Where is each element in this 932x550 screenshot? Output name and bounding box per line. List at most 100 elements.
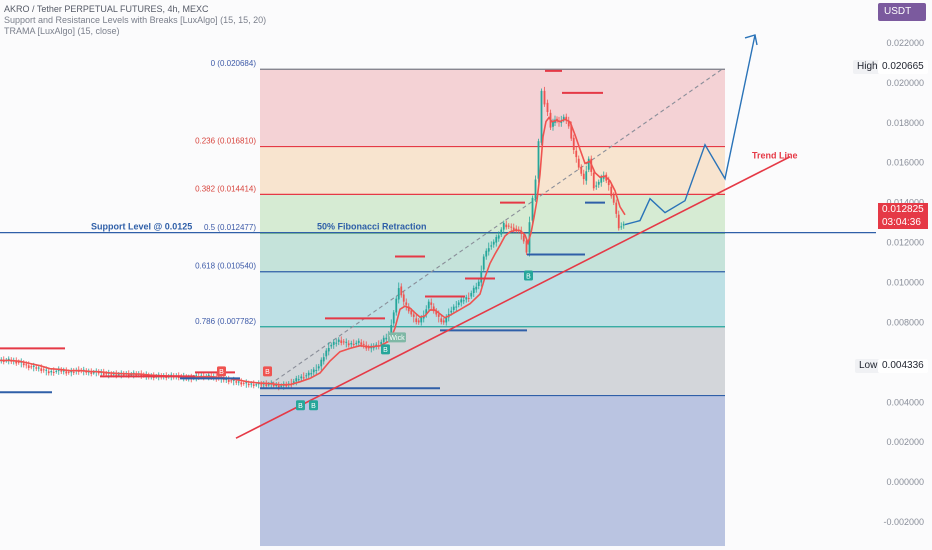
badge-text: Wick bbox=[389, 335, 405, 342]
candle-body bbox=[312, 369, 315, 373]
candle-body bbox=[117, 374, 120, 376]
candle-body bbox=[367, 346, 370, 349]
candle-body bbox=[556, 118, 558, 121]
candle-body bbox=[252, 384, 255, 386]
fib-50-label: 50% Fibonacci Retraction bbox=[317, 222, 427, 232]
candle-body bbox=[22, 363, 25, 366]
candle-body bbox=[275, 385, 278, 387]
fib-diagonal bbox=[269, 68, 723, 385]
candle-body bbox=[575, 150, 578, 158]
candle-body bbox=[37, 367, 40, 369]
candle-body bbox=[507, 225, 510, 227]
badge-bg bbox=[217, 366, 226, 377]
candle-body bbox=[222, 378, 225, 381]
candle-body bbox=[492, 241, 495, 245]
break-bearish-marker: B bbox=[217, 366, 226, 377]
candle-body bbox=[47, 371, 50, 374]
candle-body bbox=[317, 366, 320, 369]
candle-body bbox=[531, 197, 534, 221]
currency-button[interactable]: USDT bbox=[878, 3, 926, 21]
candle-body bbox=[72, 371, 75, 373]
candle-body bbox=[410, 310, 413, 315]
badge-bg bbox=[524, 270, 533, 281]
price-tick-label: 0.020000 bbox=[886, 78, 924, 88]
break-bullish-marker: B bbox=[524, 270, 533, 281]
candle-body bbox=[232, 379, 235, 381]
candle-body bbox=[332, 341, 335, 345]
candle-body bbox=[355, 342, 358, 344]
bar-countdown: 03:04:36 bbox=[882, 217, 921, 228]
candle-body bbox=[302, 377, 305, 379]
candle-body bbox=[546, 102, 549, 113]
candle-body bbox=[330, 344, 333, 347]
candle-body bbox=[237, 381, 240, 383]
price-tick-label: 0.002000 bbox=[886, 437, 924, 447]
candle-body bbox=[135, 374, 138, 376]
candle-body bbox=[597, 181, 600, 185]
break-bullish-marker: B bbox=[381, 344, 390, 355]
candle-body bbox=[587, 158, 590, 170]
candle-body bbox=[417, 320, 420, 323]
candle-body bbox=[300, 376, 303, 379]
candle-body bbox=[357, 340, 360, 343]
candle-body bbox=[612, 194, 615, 203]
fib-zone-1 bbox=[260, 395, 725, 547]
candle-body bbox=[30, 366, 33, 368]
candle-body bbox=[32, 365, 35, 367]
badge-text: B bbox=[219, 369, 224, 376]
candle-body bbox=[35, 367, 38, 369]
candle-body bbox=[487, 248, 490, 252]
candle-body bbox=[537, 141, 540, 179]
break-bullish-marker: B bbox=[296, 400, 305, 411]
badge-text: B bbox=[383, 347, 388, 354]
candle-body bbox=[610, 186, 613, 197]
candle-body bbox=[620, 226, 623, 228]
support-level-label: Support Level @ 0.0125 bbox=[91, 222, 192, 232]
candle-body bbox=[470, 292, 473, 297]
candle-body bbox=[510, 226, 513, 228]
candle-body bbox=[322, 357, 325, 362]
candle-body bbox=[340, 340, 343, 343]
candle-body bbox=[427, 301, 430, 309]
trama-line bbox=[0, 116, 626, 386]
candle-body bbox=[90, 372, 93, 374]
fib-label-0.5: 0.5 (0.012477) bbox=[204, 223, 256, 232]
candle-body bbox=[102, 372, 105, 375]
candle-body bbox=[27, 365, 30, 368]
candle-body bbox=[490, 245, 493, 247]
drawing-overlays: Trend Line Support Level @ 0.0125 50% Fibo… bbox=[91, 34, 798, 439]
badge-text: B bbox=[311, 403, 316, 410]
candle-body bbox=[405, 302, 408, 305]
candle-body bbox=[402, 294, 405, 302]
candle-body bbox=[272, 384, 275, 387]
badge-text: B bbox=[526, 273, 531, 280]
trend-line-label: Trend Line bbox=[752, 151, 798, 161]
candle-body bbox=[515, 228, 518, 231]
candle-body bbox=[7, 358, 10, 361]
candle-body bbox=[112, 373, 115, 375]
candle-body bbox=[245, 382, 248, 384]
candle-body bbox=[480, 271, 483, 283]
support-resistance-levels bbox=[0, 69, 605, 394]
candle-body bbox=[397, 288, 400, 300]
candle-body bbox=[600, 177, 603, 183]
candle-body bbox=[52, 371, 55, 373]
candle-body bbox=[440, 318, 443, 323]
candle-body bbox=[512, 227, 515, 231]
candle-body bbox=[295, 378, 298, 382]
candle-body bbox=[617, 214, 620, 229]
candle-body bbox=[460, 299, 463, 303]
candle-body bbox=[235, 381, 238, 383]
candle-body bbox=[552, 121, 554, 127]
fib-zone-0.236 bbox=[260, 146, 725, 195]
candle-body bbox=[335, 342, 338, 344]
candle-body bbox=[407, 306, 410, 312]
candle-body bbox=[260, 384, 263, 386]
candle-body bbox=[502, 223, 505, 230]
candle-body bbox=[543, 90, 546, 105]
candle-body bbox=[297, 379, 300, 381]
candle-body bbox=[522, 235, 525, 242]
candle-body bbox=[445, 316, 448, 323]
candle-body bbox=[337, 339, 340, 342]
